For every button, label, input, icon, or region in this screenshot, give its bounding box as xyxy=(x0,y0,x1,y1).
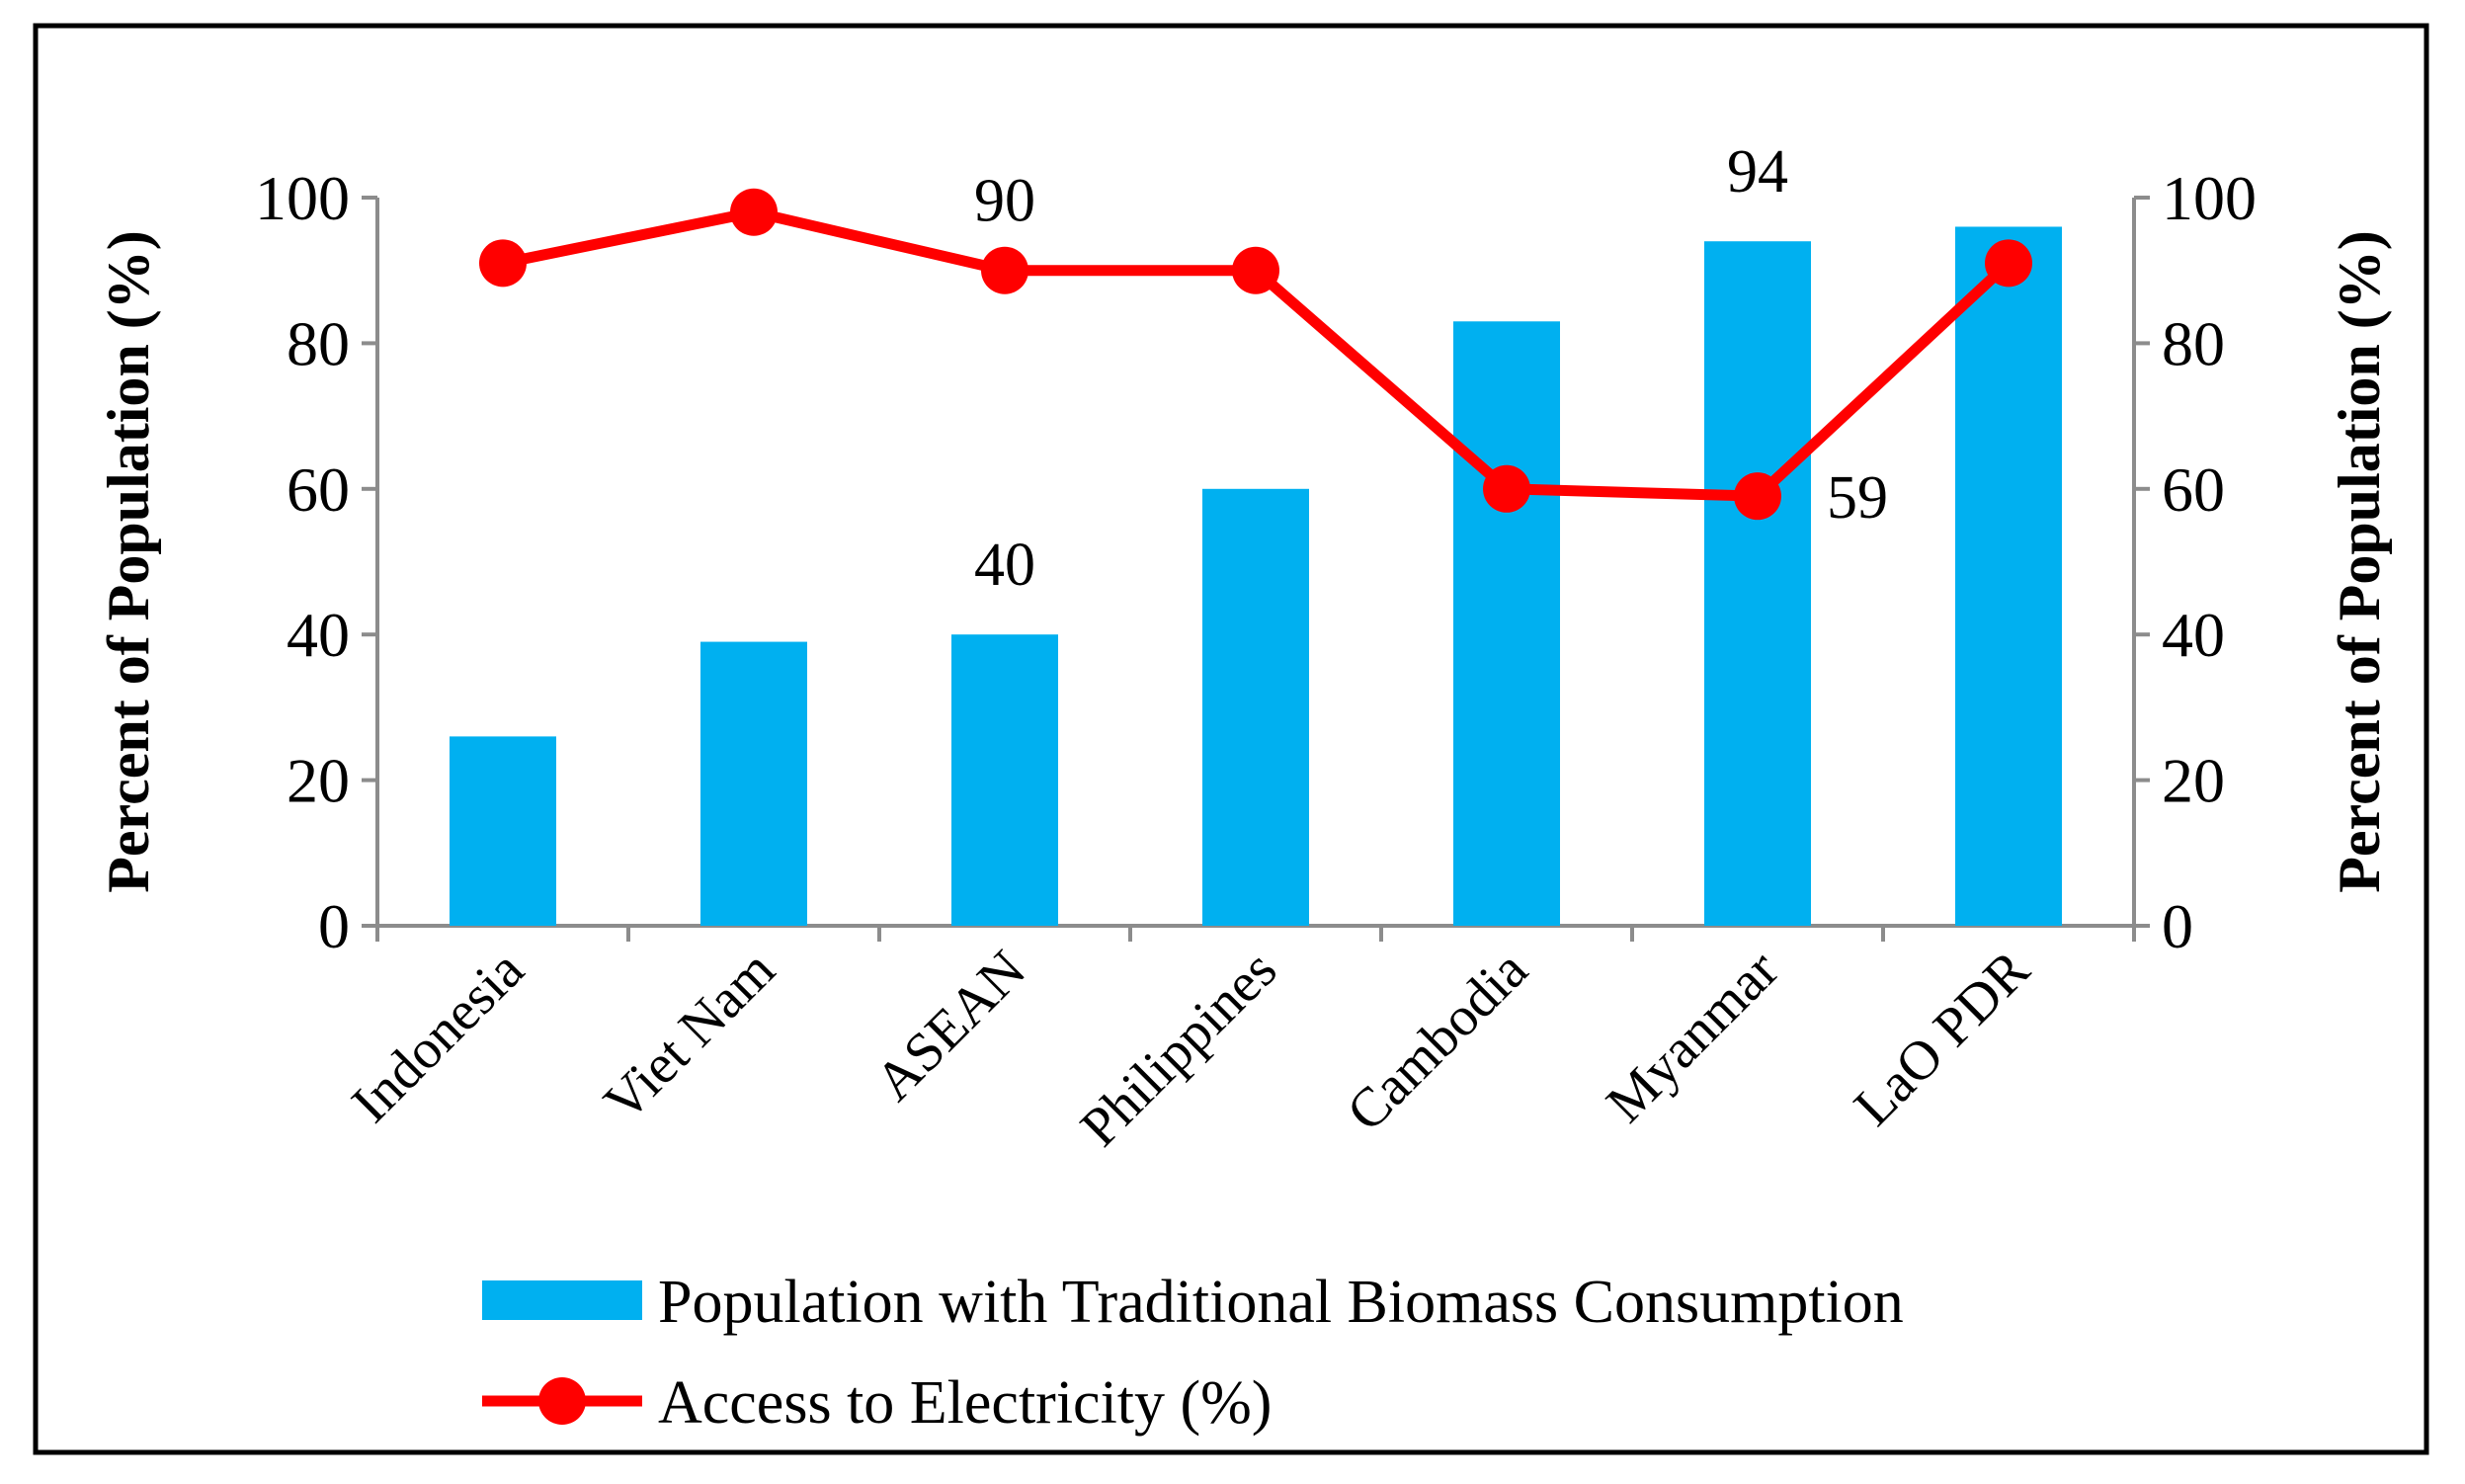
legend: Population with Traditional Biomass Cons… xyxy=(482,1269,1904,1437)
y-tick-label-left: 0 xyxy=(318,891,350,961)
line-marker xyxy=(1734,472,1781,521)
line-series xyxy=(479,188,2032,521)
y-tick-label-right: 20 xyxy=(2162,746,2225,816)
legend-swatch-marker xyxy=(538,1377,586,1425)
line-marker xyxy=(1985,239,2032,288)
data-label: 90 xyxy=(974,168,1035,235)
y-axis-title-left: Percent of Population (%) xyxy=(96,230,161,892)
bar xyxy=(951,634,1058,926)
bar xyxy=(1955,226,2062,927)
legend-label-bar: Population with Traditional Biomass Cons… xyxy=(658,1269,1904,1336)
legend-swatch-bar xyxy=(482,1280,642,1320)
y-tick-label-right: 60 xyxy=(2162,454,2225,525)
data-labels: 40 94 90 59 xyxy=(974,138,1888,599)
y-tick-label-left: 80 xyxy=(287,308,350,378)
bar-series xyxy=(450,226,2062,927)
y-tick-label-right: 100 xyxy=(2162,163,2257,233)
y-tick-label-right: 80 xyxy=(2162,308,2225,378)
bar xyxy=(1453,321,1560,926)
data-label: 40 xyxy=(974,532,1035,599)
line-marker xyxy=(730,188,778,236)
bar xyxy=(1704,241,1811,927)
line-marker xyxy=(981,246,1028,294)
y-axis-title-right: Percent of Population (%) xyxy=(2327,230,2392,892)
data-label: 59 xyxy=(1827,464,1888,532)
legend-label-line: Access to Electricity (%) xyxy=(658,1369,1272,1437)
line-marker xyxy=(1232,246,1279,294)
bar xyxy=(450,736,556,926)
y-tick-label-right: 0 xyxy=(2162,891,2193,961)
bar xyxy=(1202,488,1309,926)
y-tick-label-right: 40 xyxy=(2162,600,2225,670)
y-tick-label-left: 20 xyxy=(287,746,350,816)
y-tick-label-left: 60 xyxy=(287,454,350,525)
y-tick-label-left: 100 xyxy=(255,163,350,233)
bar xyxy=(700,641,807,926)
line-marker xyxy=(1483,464,1530,513)
data-label: 94 xyxy=(1727,138,1788,206)
line-marker xyxy=(479,239,527,288)
y-tick-label-left: 40 xyxy=(287,600,350,670)
